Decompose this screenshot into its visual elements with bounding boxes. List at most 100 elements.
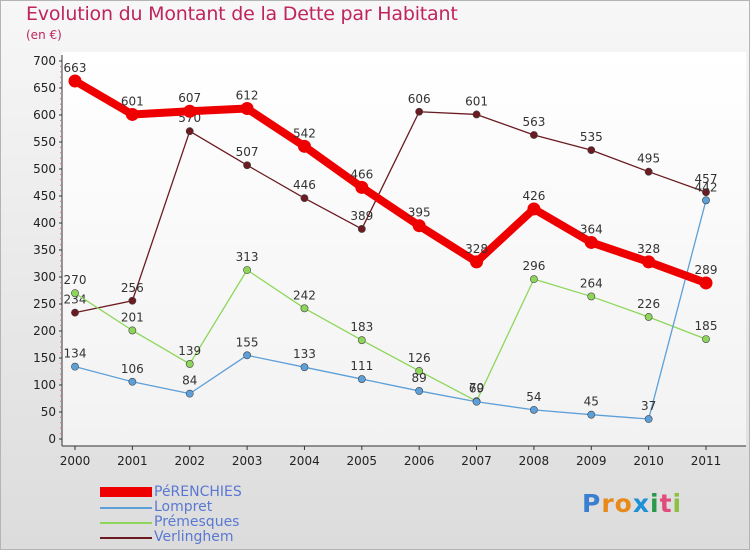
x-tick-label: 2002 (174, 454, 205, 468)
data-label: 242 (293, 288, 316, 302)
series-line-pérenchies (71, 76, 710, 287)
data-point (68, 74, 82, 88)
y-tick-label: 400 (33, 216, 56, 230)
data-label: 70 (469, 381, 484, 395)
data-label: 364 (580, 222, 603, 236)
data-point (587, 292, 596, 301)
data-point (185, 360, 194, 368)
data-point (530, 275, 538, 284)
data-point (527, 202, 541, 216)
data-label: 535 (580, 130, 603, 144)
data-point (587, 410, 596, 419)
logo-letter: t (659, 489, 673, 518)
data-point (530, 405, 538, 414)
y-tick-label: 500 (33, 162, 56, 176)
proxiti-logo: Proxiti (582, 489, 682, 518)
data-label: 111 (350, 359, 373, 373)
x-tick-label: 2003 (232, 454, 263, 468)
data-label: 270 (64, 273, 87, 287)
data-point (71, 289, 79, 298)
legend-swatch-lompret (100, 507, 152, 509)
plot-area (62, 52, 746, 446)
data-label: 37 (641, 399, 656, 413)
data-label: 606 (408, 92, 431, 106)
data-label: 139 (178, 344, 201, 358)
y-tick-label: 150 (33, 351, 56, 365)
y-tick-label: 550 (33, 135, 56, 149)
data-label: 133 (293, 347, 316, 361)
y-tick-label: 100 (33, 378, 56, 392)
data-point (644, 313, 653, 321)
y-tick-label: 350 (33, 243, 56, 257)
data-point (415, 107, 424, 116)
data-label: 601 (465, 94, 488, 108)
y-tick-label: 0 (48, 432, 56, 446)
data-point (702, 188, 710, 197)
data-point (300, 304, 309, 313)
legend-label: Lompret (154, 499, 213, 515)
y-tick-label: 200 (33, 324, 56, 338)
logo-letter: o (614, 489, 633, 518)
data-point (584, 235, 598, 249)
data-label: 84 (182, 374, 197, 388)
x-tick-label: 2001 (117, 454, 148, 468)
data-label: 542 (293, 126, 316, 140)
data-label: 264 (580, 276, 603, 290)
data-label: 234 (64, 293, 87, 307)
logo-letter: i (672, 489, 683, 518)
data-label: 442 (695, 180, 718, 194)
data-point (415, 367, 424, 375)
data-point (243, 161, 251, 170)
data-point (71, 362, 79, 371)
data-label: 89 (412, 371, 427, 385)
x-tick-label: 2008 (519, 454, 550, 468)
data-label: 134 (64, 347, 87, 361)
chart-subtitle: (en €) (26, 28, 62, 42)
data-point (642, 255, 656, 269)
series-line-verlinghem (74, 111, 707, 314)
x-tick-label: 2005 (347, 454, 378, 468)
data-label: 495 (637, 152, 660, 166)
data-point (71, 308, 79, 317)
data-point (470, 255, 484, 269)
x-tick-label: 2000 (60, 454, 91, 468)
data-label: 612 (236, 89, 259, 103)
data-point (297, 139, 311, 153)
legend-swatch-verlinghem (100, 537, 152, 539)
data-label: 126 (408, 351, 431, 365)
y-tick-label: 600 (33, 108, 56, 122)
series-line-prémesques (74, 269, 707, 402)
x-tick-label: 2011 (691, 454, 722, 468)
data-label: 328 (637, 242, 660, 256)
legend-swatch-premesques (100, 522, 152, 524)
data-label: 395 (408, 206, 431, 220)
data-label: 389 (350, 209, 373, 223)
data-label: 185 (695, 319, 718, 333)
data-point (128, 326, 137, 335)
y-tick-label: 700 (33, 54, 56, 68)
data-point (185, 127, 194, 136)
data-label: 296 (522, 259, 545, 273)
data-point (355, 180, 369, 194)
data-label: 313 (236, 250, 259, 264)
data-point (702, 196, 710, 205)
data-label: 563 (522, 115, 545, 129)
data-label: 155 (236, 335, 259, 349)
logo-letter: x (632, 489, 650, 518)
x-tick-label: 2010 (633, 454, 664, 468)
x-tick-label: 2007 (461, 454, 492, 468)
data-point (300, 363, 309, 372)
data-label: 601 (121, 94, 144, 108)
x-tick-label: 2009 (576, 454, 607, 468)
logo-letter: r (601, 489, 615, 518)
data-point (412, 219, 426, 233)
y-tick-label: 300 (33, 270, 56, 284)
data-label: 45 (584, 395, 599, 409)
data-label: 457 (695, 172, 718, 186)
data-point (357, 375, 366, 383)
data-point (357, 336, 366, 345)
data-point (357, 225, 366, 233)
chart-title: Evolution du Montant de la Dette par Hab… (26, 3, 458, 25)
data-point (128, 377, 137, 386)
